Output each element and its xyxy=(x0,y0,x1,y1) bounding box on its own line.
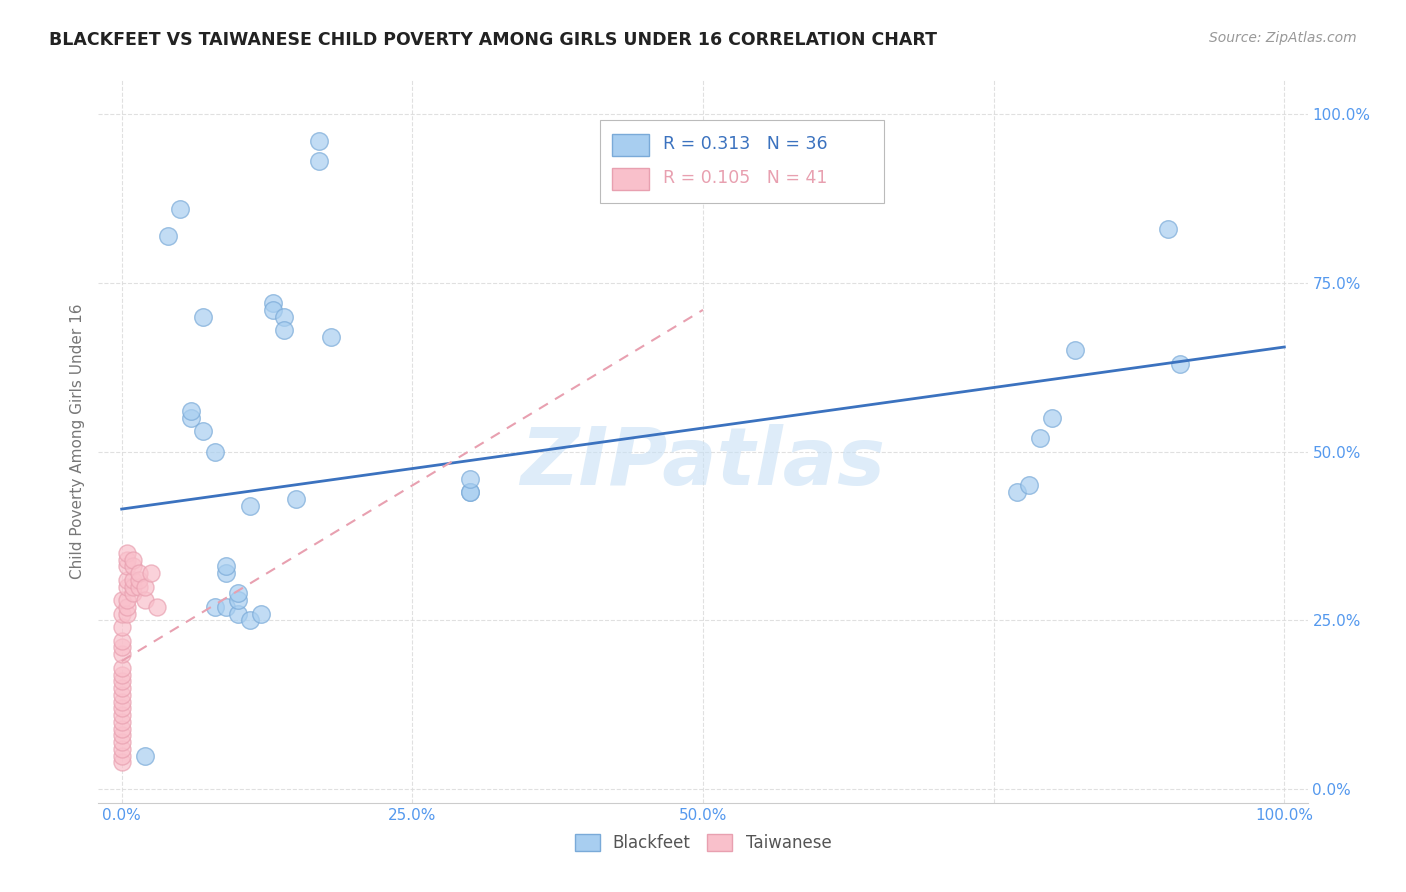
Point xyxy=(204,599,226,614)
Point xyxy=(226,607,249,621)
Point xyxy=(1157,222,1180,236)
Point xyxy=(191,425,214,439)
Point xyxy=(308,154,330,169)
Point xyxy=(191,310,214,324)
Point xyxy=(122,586,145,600)
Point xyxy=(239,499,262,513)
Point xyxy=(117,573,139,587)
Point xyxy=(111,647,134,661)
Point xyxy=(460,485,482,500)
Point xyxy=(117,599,139,614)
Point xyxy=(111,688,134,702)
Point xyxy=(122,559,145,574)
Point xyxy=(111,674,134,689)
Legend: Blackfeet, Taiwanese: Blackfeet, Taiwanese xyxy=(575,834,831,852)
Point xyxy=(117,607,139,621)
Point xyxy=(111,714,134,729)
Point xyxy=(111,620,134,634)
FancyBboxPatch shape xyxy=(613,135,648,156)
Point xyxy=(111,667,134,681)
Point xyxy=(460,485,482,500)
Point xyxy=(285,491,308,506)
Point xyxy=(1005,485,1028,500)
Point xyxy=(134,748,156,763)
Text: R = 0.105   N = 41: R = 0.105 N = 41 xyxy=(664,169,828,186)
Point xyxy=(250,607,273,621)
FancyBboxPatch shape xyxy=(600,120,884,203)
Point xyxy=(215,599,238,614)
Point xyxy=(111,728,134,742)
Point xyxy=(215,566,238,581)
Point xyxy=(117,593,139,607)
Point xyxy=(215,559,238,574)
Point xyxy=(273,310,295,324)
Point xyxy=(122,552,145,566)
Point xyxy=(226,586,249,600)
Text: ZIPatlas: ZIPatlas xyxy=(520,425,886,502)
Point xyxy=(308,134,330,148)
Point xyxy=(111,708,134,723)
Point xyxy=(134,593,156,607)
Point xyxy=(169,202,191,216)
Point xyxy=(111,593,134,607)
Point xyxy=(180,411,202,425)
Point xyxy=(117,559,139,574)
Point xyxy=(111,661,134,675)
Point xyxy=(111,722,134,736)
Point xyxy=(128,580,150,594)
Point xyxy=(1064,343,1087,358)
Point xyxy=(117,552,139,566)
Point xyxy=(460,472,482,486)
Point xyxy=(204,444,226,458)
Point xyxy=(111,701,134,715)
Point xyxy=(1168,357,1191,371)
Point xyxy=(111,756,134,770)
Point xyxy=(139,566,162,581)
Point xyxy=(157,228,180,243)
FancyBboxPatch shape xyxy=(613,169,648,190)
Point xyxy=(111,741,134,756)
Text: R = 0.313   N = 36: R = 0.313 N = 36 xyxy=(664,135,828,153)
Point xyxy=(128,566,150,581)
Point xyxy=(145,599,167,614)
Point xyxy=(111,607,134,621)
Point xyxy=(111,748,134,763)
Point xyxy=(111,633,134,648)
Point xyxy=(1040,411,1063,425)
Point xyxy=(262,302,284,317)
Text: BLACKFEET VS TAIWANESE CHILD POVERTY AMONG GIRLS UNDER 16 CORRELATION CHART: BLACKFEET VS TAIWANESE CHILD POVERTY AMO… xyxy=(49,31,938,49)
Point xyxy=(1029,431,1052,445)
Point xyxy=(128,573,150,587)
Point xyxy=(111,681,134,695)
Point xyxy=(319,330,342,344)
Point xyxy=(239,614,262,628)
Point xyxy=(226,593,249,607)
Point xyxy=(273,323,295,337)
Text: Source: ZipAtlas.com: Source: ZipAtlas.com xyxy=(1209,31,1357,45)
Point xyxy=(117,580,139,594)
Point xyxy=(134,580,156,594)
Point xyxy=(111,640,134,655)
Point xyxy=(111,694,134,708)
Point xyxy=(117,546,139,560)
Point xyxy=(111,735,134,749)
Point xyxy=(122,580,145,594)
Y-axis label: Child Poverty Among Girls Under 16: Child Poverty Among Girls Under 16 xyxy=(69,304,84,579)
Point xyxy=(262,296,284,310)
Point xyxy=(1018,478,1040,492)
Point xyxy=(122,573,145,587)
Point xyxy=(180,404,202,418)
